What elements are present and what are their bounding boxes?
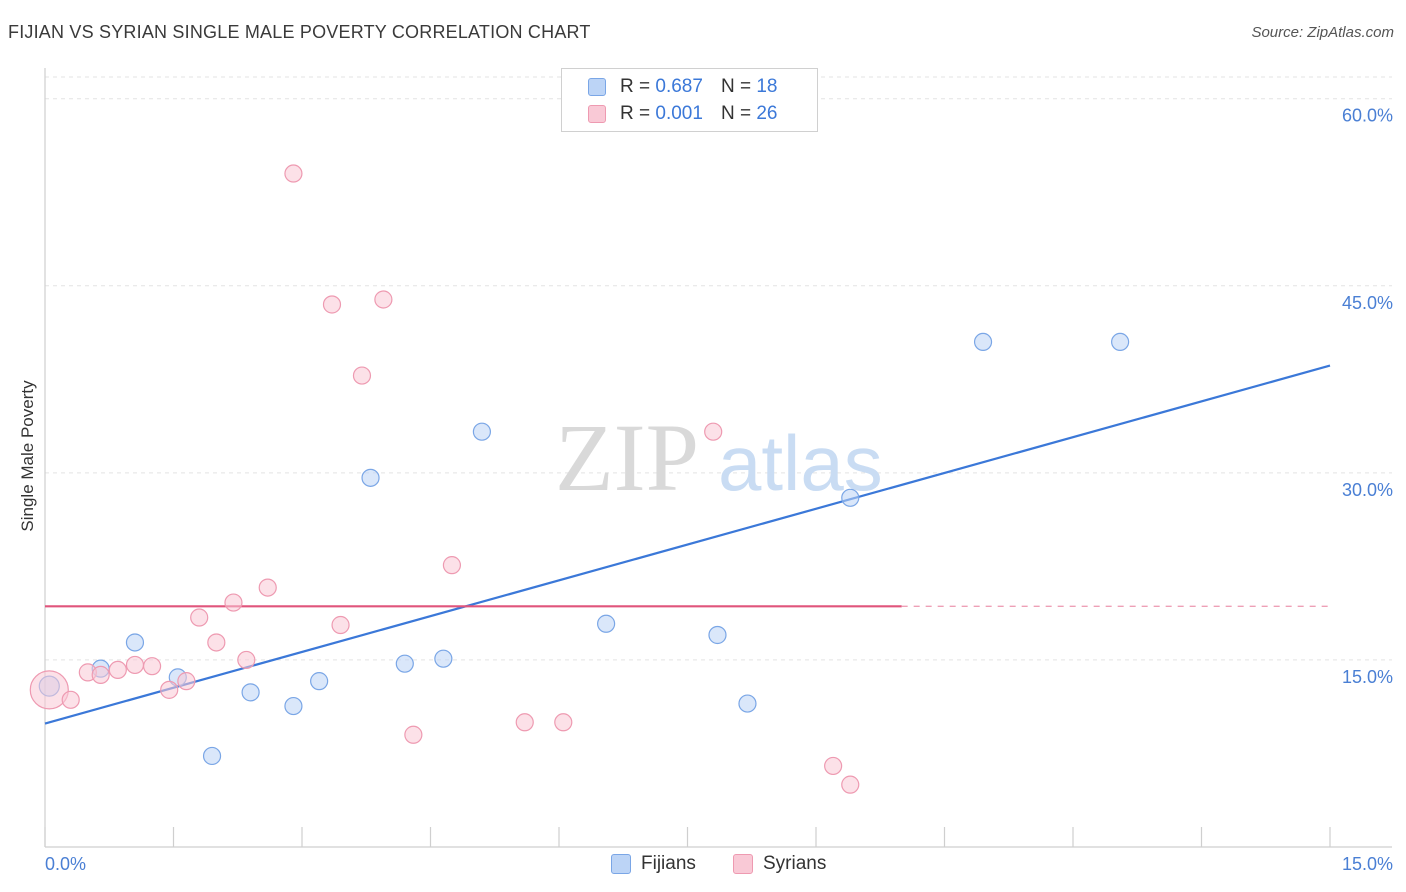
fijians-point xyxy=(434,649,453,668)
syrians-point xyxy=(61,690,80,709)
syrians-point xyxy=(442,556,462,575)
syrians-point xyxy=(554,713,573,732)
fijians-legend-label: Fijians xyxy=(641,853,696,874)
syrians-point xyxy=(207,633,226,652)
y-tick-label: 45.0% xyxy=(1342,293,1393,313)
syrians-point xyxy=(322,295,342,314)
syrians-legend-swatch xyxy=(733,854,753,874)
fijians-point xyxy=(284,696,303,716)
fijians-point xyxy=(361,468,380,487)
fijians-point xyxy=(738,694,757,713)
source-label: Source: ZipAtlas.com xyxy=(1251,24,1394,41)
fijians-point xyxy=(241,683,260,702)
stats-legend: R = 0.687 N = 18 R = 0.001 N = 26 xyxy=(561,68,818,132)
syrians-point xyxy=(824,756,843,776)
syrians-point xyxy=(108,660,127,680)
axes xyxy=(44,68,1392,848)
syrians-point xyxy=(91,665,110,684)
fijians-point xyxy=(1111,332,1130,352)
x-tick-labels: 0.0% 15.0% xyxy=(45,854,1393,874)
syrians-r-value: 0.001 xyxy=(655,103,703,124)
fijians-point xyxy=(973,332,993,352)
syrians-point xyxy=(284,164,303,183)
y-tick-label: 60.0% xyxy=(1342,106,1393,126)
fijians-point xyxy=(841,488,860,507)
syrians-point xyxy=(29,670,69,710)
fijians-point xyxy=(472,422,491,441)
syrians-point xyxy=(224,593,243,612)
syrians-legend-label: Syrians xyxy=(763,853,827,874)
n-label: N = xyxy=(720,76,752,97)
legend-item-fijians: Fijians xyxy=(611,852,696,876)
syrians-point xyxy=(352,366,372,385)
syrians-point xyxy=(258,578,277,597)
fijians-legend-swatch xyxy=(611,854,631,874)
syrians-point xyxy=(841,775,860,794)
syrians-point xyxy=(704,422,723,441)
syrians-point xyxy=(160,680,179,699)
fijians-point xyxy=(597,614,616,633)
syrians-point xyxy=(331,615,350,635)
chart-title: FIJIAN VS SYRIAN SINGLE MALE POVERTY COR… xyxy=(8,22,591,42)
fijians-point xyxy=(125,633,145,652)
syrians-point xyxy=(237,650,256,670)
syrians-point xyxy=(404,725,423,744)
watermark-zip: ZIP xyxy=(555,404,699,511)
n-label: N = xyxy=(720,103,752,124)
data-points xyxy=(29,164,1130,794)
fijians-r-value: 0.687 xyxy=(655,76,703,97)
fijians-trend-line xyxy=(44,364,1331,725)
fijians-n-value: 18 xyxy=(756,76,778,97)
x-tick-label: 0.0% xyxy=(45,854,86,874)
y-tick-label: 15.0% xyxy=(1342,667,1393,687)
syrians-n-value: 26 xyxy=(756,103,778,124)
y-tick-label: 30.0% xyxy=(1342,480,1393,500)
fijians-point xyxy=(310,672,329,691)
syrians-point xyxy=(125,655,145,675)
legend-row-fijians: R = 0.687 N = 18 xyxy=(588,75,777,99)
fijians-point xyxy=(202,746,222,766)
fijians-point xyxy=(395,654,414,673)
syrians-point xyxy=(374,290,393,309)
grid-lines xyxy=(45,76,1392,661)
syrians-point xyxy=(190,608,209,627)
syrians-point xyxy=(177,672,196,691)
syrians-point xyxy=(515,713,534,732)
syrians-point xyxy=(142,657,162,676)
r-label: R = xyxy=(620,103,651,124)
fijians-swatch xyxy=(588,78,606,96)
trend-lines xyxy=(44,364,1331,725)
y-tick-labels: 15.0% 30.0% 45.0% 60.0% xyxy=(1342,106,1393,687)
legend-row-syrians: R = 0.001 N = 26 xyxy=(588,102,777,126)
fijians-point xyxy=(708,625,727,645)
syrians-swatch xyxy=(588,105,606,123)
r-label: R = xyxy=(620,76,651,97)
legend-item-syrians: Syrians xyxy=(733,852,826,876)
x-tick-label: 15.0% xyxy=(1342,854,1393,874)
